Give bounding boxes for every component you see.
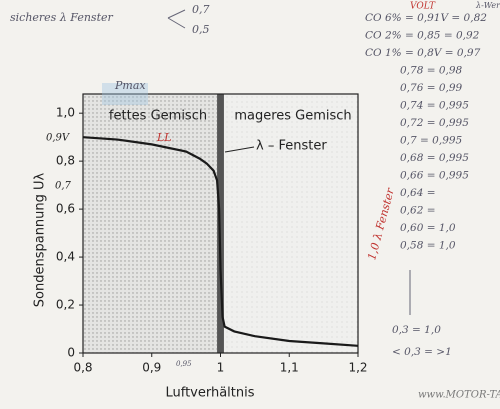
y-axis-label: Sondenspannung Uλ xyxy=(33,172,48,307)
x-tick-label: 0,9 xyxy=(142,361,161,375)
curve xyxy=(82,136,359,347)
note: 0,62 = xyxy=(400,205,436,217)
note: λ-Wert xyxy=(475,1,500,10)
annotation: λ – Fenster xyxy=(256,139,327,154)
watermark: www.MOTOR-TALK.de xyxy=(418,390,500,401)
note: LL xyxy=(156,131,172,144)
note: 0,78 = 0,98 xyxy=(400,65,463,77)
note: 0,7 = 0,995 xyxy=(400,135,463,147)
y-tick-label: 1,0 xyxy=(56,106,75,120)
x-tick-label: 1 xyxy=(217,361,225,375)
note: < 0,3 = >1 xyxy=(392,346,452,358)
brace xyxy=(167,9,186,29)
note: 0,66 = 0,995 xyxy=(400,170,469,182)
rich-region xyxy=(83,94,218,353)
note: 0,7 xyxy=(55,181,72,192)
y-tick-label: 0,8 xyxy=(56,154,75,168)
note: 0,72 = 0,995 xyxy=(400,117,469,129)
note: sicheres λ Fenster xyxy=(10,11,113,24)
note: CO 1% = 0,8V = 0,97 xyxy=(365,47,481,59)
note: 0,76 = 0,99 xyxy=(400,82,463,94)
x-tick-label: 0,8 xyxy=(73,361,92,375)
note: CO 2% = 0,85 = 0,92 xyxy=(365,30,480,42)
note: 0,74 = 0,995 xyxy=(400,100,469,112)
note: CO 6% = 0,91V = 0,82 xyxy=(365,12,487,24)
note: 0,95 xyxy=(176,360,192,368)
y-tick-label: 0 xyxy=(67,346,75,360)
annotation: fettes Gemisch xyxy=(109,109,207,124)
annotation: mageres Gemisch xyxy=(234,109,351,124)
note: 0,9V xyxy=(46,133,71,144)
note: 0,3 = 1,0 xyxy=(392,324,441,336)
note: Pmax xyxy=(114,79,146,92)
note: VOLT xyxy=(410,2,436,12)
y-tick-label: 0,4 xyxy=(56,250,75,264)
y-tick-label: 0,2 xyxy=(56,298,75,312)
x-tick-label: 1,2 xyxy=(348,361,367,375)
note: 0,5 xyxy=(192,23,210,36)
highlight xyxy=(102,83,148,105)
note: 0,64 = xyxy=(400,187,436,199)
x-tick-label: 1,1 xyxy=(280,361,299,375)
note: 0,68 = 0,995 xyxy=(400,152,469,164)
y-tick-label: 0,6 xyxy=(56,202,75,216)
note: 0,7 xyxy=(192,3,210,16)
x-axis-label: Luftverhältnis xyxy=(165,386,254,401)
note: 0,60 = 1,0 xyxy=(400,222,456,234)
note: 0,58 = 1,0 xyxy=(400,240,456,252)
pointer xyxy=(224,146,255,153)
